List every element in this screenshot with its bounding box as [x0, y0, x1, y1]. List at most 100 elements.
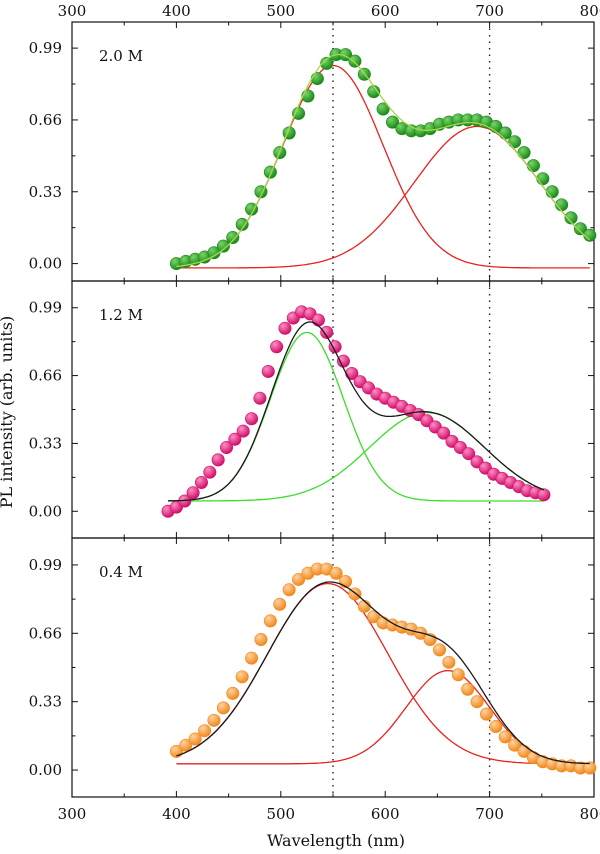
data-point: [348, 54, 362, 68]
data-point: [203, 465, 217, 479]
data-point: [263, 165, 277, 179]
data-point: [583, 761, 597, 775]
data-point: [226, 686, 240, 700]
data-point: [451, 668, 465, 682]
data-point: [498, 126, 512, 140]
panel-label: 0.4 M: [99, 563, 143, 581]
panel-2: 0.00 0.33 0.66 0.99 0.4 M 300 400 500 600 700 800: [29, 537, 600, 823]
data-point: [254, 633, 268, 647]
x-tick-label: 700: [475, 805, 504, 823]
data-point: [273, 597, 287, 611]
data-point: [216, 701, 230, 715]
data-point: [245, 202, 259, 216]
fit-curve: [176, 53, 591, 268]
data-point: [245, 651, 259, 665]
x-tick-label: 600: [371, 805, 400, 823]
fit-curve: [176, 581, 590, 765]
x-tick-label: 300: [58, 2, 87, 20]
data-point: [461, 682, 475, 696]
panel-label: 2.0 M: [99, 47, 143, 65]
data-point: [236, 424, 250, 438]
data-point: [292, 106, 306, 120]
data-point: [442, 655, 456, 669]
data-point: [253, 391, 267, 405]
x-tick-label: 400: [162, 2, 191, 20]
data-point: [536, 172, 550, 186]
data-point: [179, 738, 193, 752]
data-point: [329, 566, 343, 580]
data-point: [245, 412, 259, 426]
data-point: [498, 730, 512, 744]
y-tick-label: 0.66: [29, 367, 62, 385]
y-tick-label: 0.00: [29, 761, 62, 779]
data-point: [564, 211, 578, 225]
data-point: [310, 72, 324, 86]
y-tick-label: 0.99: [29, 39, 62, 57]
data-point: [263, 614, 277, 628]
panel-frame: [71, 280, 595, 539]
data-point: [198, 724, 212, 738]
y-tick-label: 0.66: [29, 111, 62, 129]
data-point: [470, 695, 484, 709]
data-point: [508, 738, 522, 752]
x-tick-label: 500: [266, 2, 295, 20]
data-point: [437, 426, 451, 440]
x-axis-title: Wavelength (nm): [267, 831, 405, 850]
y-tick-label: 0.66: [29, 624, 62, 642]
x-tick-label: 600: [371, 2, 400, 20]
panel-0: 0.00 0.33 0.66 0.99 2.0 M 300 400 500 600 700 800: [29, 2, 600, 282]
x-tick-label: 300: [58, 805, 87, 823]
data-point: [282, 583, 296, 597]
x-tick-label: 700: [475, 2, 504, 20]
data-point: [270, 340, 284, 354]
data-point: [292, 572, 306, 586]
y-tick-label: 0.33: [29, 434, 62, 452]
data-point: [336, 354, 350, 368]
data-point: [573, 222, 587, 236]
y-tick-label: 0.99: [29, 556, 62, 574]
data-point: [261, 364, 275, 378]
data-point: [207, 713, 221, 727]
data-point: [386, 115, 400, 129]
x-tick-label: 400: [162, 805, 191, 823]
data-point: [188, 732, 202, 746]
y-tick-label: 0.00: [29, 255, 62, 273]
y-tick-label: 0.99: [29, 299, 62, 317]
data-point: [376, 102, 390, 116]
data-point: [462, 447, 476, 461]
data-point: [367, 610, 381, 624]
panel-1: 0.00 0.33 0.66 0.99 1.2 M: [29, 280, 595, 539]
data-point: [194, 475, 208, 489]
data-point: [320, 56, 334, 70]
data-point: [479, 707, 493, 721]
data-point: [489, 720, 503, 734]
x-tick-label: 800: [580, 805, 600, 823]
data-point: [211, 453, 225, 467]
y-tick-label: 0.33: [29, 183, 62, 201]
fit-curve: [167, 321, 545, 502]
data-point: [545, 185, 559, 199]
data-point: [235, 217, 249, 231]
data-point: [432, 643, 446, 657]
data-point: [220, 441, 234, 455]
y-tick-label: 0.33: [29, 693, 62, 711]
data-point: [537, 488, 551, 502]
data-point: [216, 239, 230, 253]
panels: 0.000.330.660.992.0 M3004005006007008000…: [29, 2, 600, 823]
data-point: [517, 146, 531, 160]
data-point: [186, 486, 200, 500]
data-point: [328, 340, 342, 354]
data-point: [278, 321, 292, 335]
data-point: [207, 246, 221, 260]
data-point: [226, 230, 240, 244]
data-point: [357, 599, 371, 613]
data-point: [311, 313, 325, 327]
y-tick-label: 0.00: [29, 502, 62, 520]
data-point: [235, 670, 249, 684]
data-point: [526, 159, 540, 173]
data-point: [228, 432, 242, 446]
data-point: [508, 135, 522, 149]
x-tick-label: 800: [580, 2, 600, 20]
x-tick-label: 500: [266, 805, 295, 823]
